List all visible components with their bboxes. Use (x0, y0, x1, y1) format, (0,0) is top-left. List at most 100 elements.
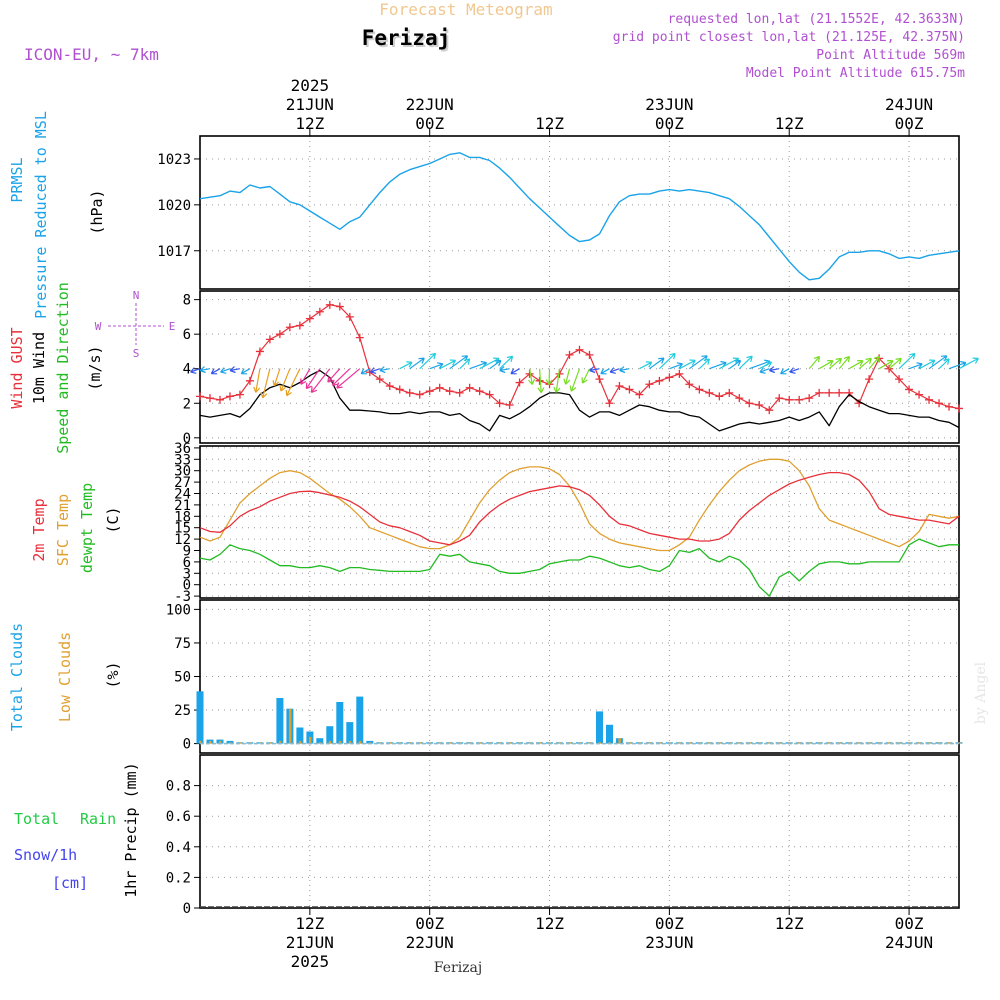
low-cloud-bar (948, 742, 951, 744)
compass-south: S (133, 347, 140, 360)
gust-point-marker (755, 401, 764, 409)
gust-point-marker (625, 385, 634, 394)
gust-point-marker (345, 312, 354, 321)
wind-direction-arrow (738, 355, 753, 370)
wind-direction-arrow (327, 368, 341, 383)
top-time-label: 2025 (291, 76, 330, 95)
bottom-time-label: 12Z (535, 914, 564, 933)
temperature-ytick-label: 21 (174, 498, 191, 514)
low-cloud-bar (268, 742, 272, 744)
gust-point-marker (735, 394, 744, 403)
label-wind-gust: Wind GUST (8, 327, 26, 408)
label-low-clouds: Low Clouds (56, 632, 74, 722)
wind-direction-arrow (272, 368, 281, 387)
wind-ytick-label: 0 (183, 431, 191, 447)
wind-direction-arrow (545, 368, 553, 386)
wind-direction-arrow (918, 359, 936, 370)
wind-direction-arrow (379, 366, 390, 374)
wind-direction-arrow (609, 367, 620, 374)
precip-labels: Total Rain Snow/1h [cm] 1hr Precip (mm) (14, 762, 140, 897)
precip-ytick-label: 0 (183, 901, 191, 917)
low-cloud-bar (678, 742, 681, 744)
wind-direction-arrow (240, 368, 251, 375)
wind-direction-arrow (528, 368, 535, 385)
temperature-panel-frame (199, 445, 960, 599)
clouds-ytick-label: 75 (174, 636, 191, 652)
temperature-ytick-label: 0 (183, 578, 191, 594)
wind-direction-arrow (828, 357, 842, 370)
gust-point-marker (675, 369, 684, 378)
temperature-ytick-label: 9 (183, 544, 191, 560)
wind-direction-arrow (220, 367, 231, 374)
wind-direction-arrow (310, 368, 331, 393)
wind-direction-arrow (589, 366, 600, 374)
gust-point-marker (455, 388, 464, 397)
gust-point-marker (925, 395, 934, 404)
wind-direction-arrow (439, 359, 457, 370)
temperature-labels: 2m Temp SFC Temp dewpt Temp (C) (30, 483, 122, 573)
bottom-time-label: 23JUN (645, 933, 693, 952)
label-precip-mm: 1hr Precip (mm) (122, 762, 140, 897)
gust-point-marker (425, 387, 434, 396)
wind-direction-arrow (285, 368, 301, 397)
wind-direction-arrow (728, 359, 742, 370)
temperature-ytick-label: 15 (174, 521, 191, 537)
temp-2m-line (199, 471, 960, 546)
gust-point-marker (815, 388, 824, 397)
wind-direction-arrow (300, 368, 311, 385)
wind-direction-arrow (759, 361, 773, 370)
gust-point-marker (715, 392, 724, 401)
gust-point-marker (745, 399, 754, 408)
gust-point-marker (215, 395, 224, 404)
low-cloud-bar (588, 742, 591, 744)
axes-layer: 10171020102302468-3036912151821242730333… (157, 76, 960, 971)
label-10m-wind: 10m Wind (30, 332, 48, 404)
gust-point-marker (825, 388, 834, 397)
gust-point-marker (945, 402, 954, 411)
top-time-label: 00Z (655, 114, 684, 133)
label-pressure-msl: Pressure Reduced to MSL (32, 111, 50, 319)
gust-point-marker (465, 383, 474, 392)
wind-direction-arrow (639, 361, 653, 370)
gust-point-marker (325, 300, 334, 309)
gust-point-marker (335, 302, 344, 311)
gust-point-marker (935, 399, 944, 408)
wind-direction-arrow (369, 367, 381, 374)
wind-direction-arrow (499, 366, 510, 374)
wind-direction-arrow (649, 357, 665, 370)
top-time-label: 12Z (535, 114, 564, 133)
total-cloud-bar (346, 722, 354, 744)
gust-point-marker (955, 404, 963, 413)
label-hpa: (hPa) (88, 189, 106, 234)
gust-point-marker (845, 388, 854, 397)
temperature-ytick-label: 36 (174, 441, 191, 457)
location-title: Ferizaj (362, 26, 451, 50)
gust-point-marker (475, 387, 484, 396)
wind-direction-arrow (563, 368, 571, 385)
precip-ytick-label: 0.2 (166, 870, 191, 886)
wind-direction-arrow (537, 368, 545, 394)
top-time-label: 00Z (895, 114, 924, 133)
label-percent: (%) (104, 661, 122, 688)
wind-direction-arrow (253, 368, 261, 393)
wind-direction-arrow (305, 368, 321, 390)
bottom-time-label: 12Z (295, 914, 324, 933)
wind-direction-arrow (868, 355, 880, 370)
gust-point-marker (725, 388, 734, 397)
clouds-ytick-label: 0 (183, 737, 191, 753)
temperature-ytick-label: 27 (174, 475, 191, 491)
sfc-temp-line (199, 458, 960, 552)
temperature-ytick-label: 30 (174, 464, 191, 480)
wind-direction-arrow (759, 367, 770, 374)
compass-north: N (133, 289, 140, 302)
low-cloud-bar (708, 742, 711, 744)
low-cloud-bar (798, 742, 801, 744)
gust-point-marker (295, 321, 304, 330)
gust-point-marker (315, 307, 324, 316)
precip-panel-frame (199, 754, 960, 909)
compass-rose: N W E S (95, 289, 176, 360)
gust-point-marker (765, 406, 774, 415)
wind-direction-arrow (489, 359, 502, 370)
gust-point-marker (635, 390, 644, 399)
gust-point-marker (375, 375, 384, 384)
